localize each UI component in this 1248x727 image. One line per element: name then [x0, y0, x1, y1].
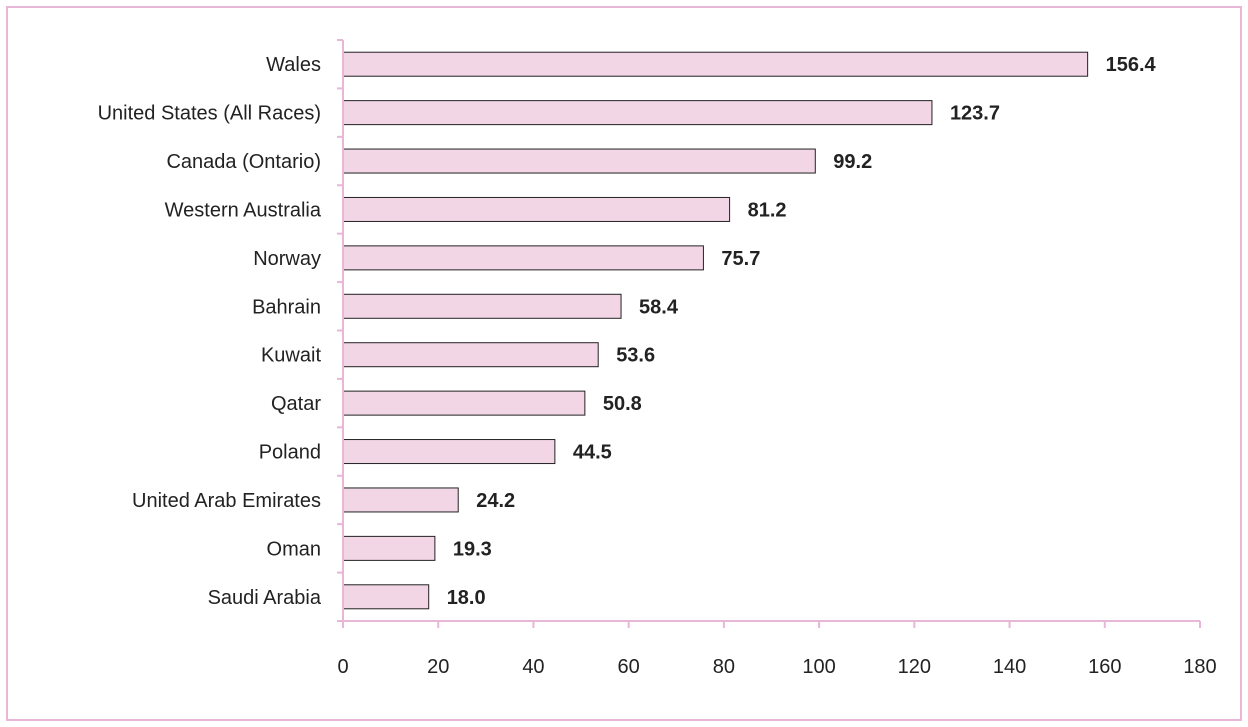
- x-tick-label: 40: [522, 656, 544, 678]
- value-label: 123.7: [950, 103, 1000, 125]
- x-tick-label: 140: [993, 656, 1026, 678]
- x-tick-label: 60: [618, 656, 640, 678]
- category-label: Poland: [259, 442, 321, 464]
- x-tick-label: 120: [898, 656, 931, 678]
- value-label: 81.2: [748, 199, 787, 221]
- category-label: United States (All Races): [98, 103, 321, 125]
- value-label: 50.8: [603, 393, 642, 415]
- x-tick-label: 180: [1183, 656, 1216, 678]
- bar: [342, 196, 731, 222]
- value-label: 18.0: [447, 587, 486, 609]
- value-label: 156.4: [1106, 54, 1157, 76]
- bar: [342, 148, 816, 174]
- value-label: 19.3: [453, 538, 492, 560]
- x-tick-label: 160: [1088, 656, 1121, 678]
- bar: [342, 584, 430, 610]
- category-label: Western Australia: [165, 199, 322, 221]
- category-label: Norway: [253, 248, 321, 270]
- labels-layer: 0 20 40 60 80 100 120 140 160 180 Wales 156.4 United…: [98, 54, 1217, 678]
- bar: [342, 439, 556, 465]
- category-label: Qatar: [271, 393, 321, 415]
- value-label: 58.4: [639, 296, 679, 318]
- value-label: 24.2: [476, 490, 515, 512]
- value-label: 99.2: [833, 151, 872, 173]
- bar: [342, 245, 704, 271]
- bars-layer: [342, 51, 1089, 610]
- bar: [342, 293, 622, 319]
- x-tick-label: 100: [802, 656, 835, 678]
- category-label: Bahrain: [252, 296, 321, 318]
- category-label: Oman: [267, 538, 321, 560]
- category-label: Saudi Arabia: [208, 587, 322, 609]
- bar: [342, 487, 459, 513]
- value-label: 75.7: [721, 248, 760, 270]
- x-tick-label: 80: [713, 656, 735, 678]
- axes: [337, 39, 1201, 628]
- category-label: Kuwait: [261, 345, 321, 367]
- value-label: 44.5: [573, 442, 612, 464]
- x-tick-label: 20: [427, 656, 449, 678]
- value-label: 53.6: [616, 345, 655, 367]
- bar: [342, 100, 933, 126]
- x-tick-label: 0: [337, 656, 348, 678]
- category-label: Canada (Ontario): [166, 151, 321, 173]
- category-label: Wales: [266, 54, 321, 76]
- bar: [342, 342, 599, 368]
- bar: [342, 390, 586, 416]
- chart-frame: [6, 6, 1242, 721]
- bar: [342, 51, 1089, 77]
- category-label: United Arab Emirates: [132, 490, 321, 512]
- bar: [342, 535, 436, 561]
